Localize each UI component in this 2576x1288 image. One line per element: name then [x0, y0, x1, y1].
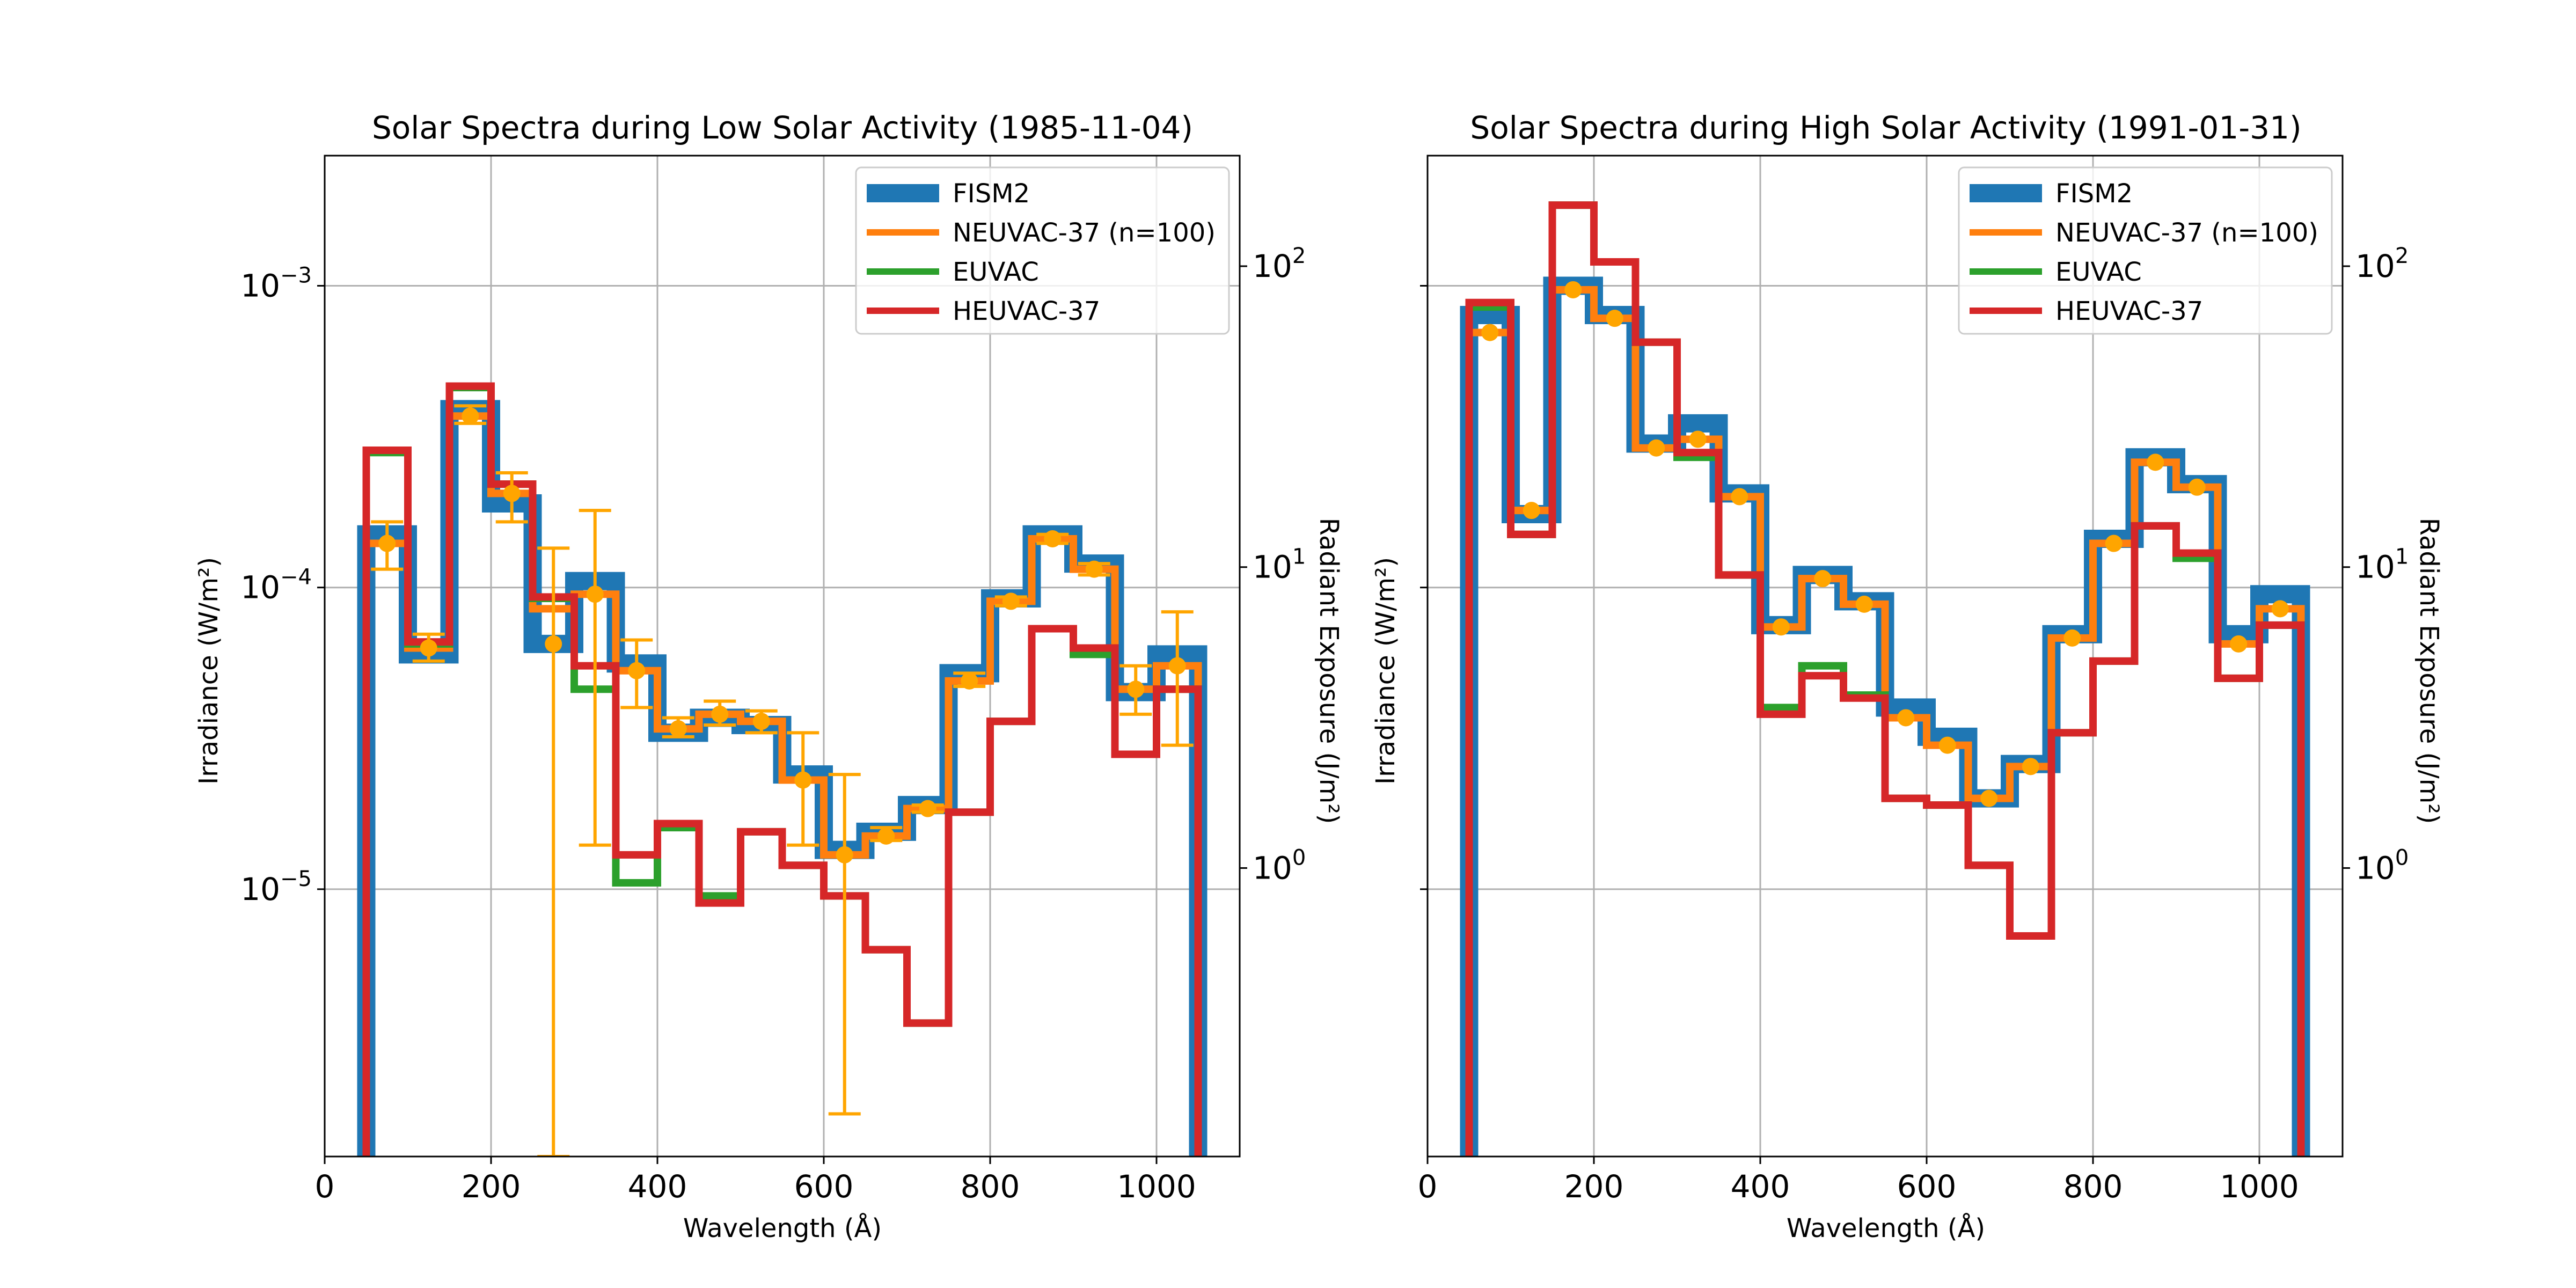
data-point	[2271, 600, 2289, 618]
y2-tick-label: 101	[1253, 545, 1306, 586]
data-point	[1481, 324, 1499, 341]
legend-label: EUVAC	[2055, 257, 2142, 287]
series-group	[1460, 201, 2310, 1157]
data-point	[711, 705, 729, 723]
x-tick-label: 1000	[1117, 1168, 1196, 1205]
legend-box	[855, 166, 1230, 335]
data-point	[961, 672, 978, 690]
data-point	[1897, 709, 1915, 727]
y-axis-label: Irradiance (W/m²)	[194, 557, 224, 785]
legend-label: EUVAC	[953, 257, 1039, 287]
x-tick-label: 1000	[2220, 1168, 2299, 1205]
data-point	[628, 662, 646, 679]
y2-axis-label: Radiant Exposure (J/m²)	[1314, 518, 1344, 824]
x-tick-label: 600	[1897, 1168, 1957, 1205]
y-tick-label: 10−5	[240, 867, 312, 908]
data-point	[1606, 310, 1623, 327]
data-point	[919, 800, 936, 817]
legend-label: FISM2	[953, 179, 1030, 209]
legend: FISM2 NEUVAC-37 (n=100) EUVAC HEUVAC-37	[1958, 166, 2333, 335]
data-point	[420, 639, 437, 657]
data-point	[503, 485, 521, 502]
data-point	[545, 635, 562, 653]
y-tick-label: 10−4	[240, 565, 312, 606]
series-line	[1465, 286, 2305, 1157]
data-point	[1168, 657, 1186, 675]
data-point	[877, 827, 895, 845]
data-point	[1564, 281, 1582, 298]
data-point	[2188, 478, 2206, 496]
data-point	[1772, 618, 1790, 636]
legend-label: NEUVAC-37 (n=100)	[953, 218, 1216, 248]
data-point	[2230, 635, 2248, 653]
plot-frame	[1426, 155, 2344, 1158]
data-point	[1002, 592, 1020, 610]
x-tick-label: 800	[961, 1168, 1020, 1205]
panel-high-activity: Solar Spectra during High Solar Activity…	[1371, 109, 2444, 1243]
data-point	[1127, 680, 1145, 698]
x-tick-label: 0	[315, 1168, 335, 1205]
data-point	[2063, 629, 2081, 647]
legend-label: HEUVAC-37	[2055, 296, 2203, 326]
series-group	[357, 382, 1208, 1157]
error-bars	[1481, 281, 2289, 807]
legend: FISM2 NEUVAC-37 (n=100) EUVAC HEUVAC-37	[855, 166, 1230, 335]
data-point	[1731, 488, 1748, 506]
x-tick-label: 800	[2063, 1168, 2123, 1205]
data-point	[2147, 453, 2164, 471]
x-tick-label: 200	[462, 1168, 521, 1205]
data-point	[1814, 570, 1832, 588]
data-point	[1855, 595, 1873, 613]
data-point	[1938, 736, 1956, 754]
x-tick-label: 0	[1418, 1168, 1438, 1205]
legend-box	[1958, 166, 2333, 335]
legend-label: HEUVAC-37	[953, 296, 1100, 326]
legend-label: NEUVAC-37 (n=100)	[2055, 218, 2318, 248]
data-point	[1648, 439, 1665, 457]
y2-tick-label: 101	[2355, 545, 2409, 586]
series-line	[362, 382, 1202, 1157]
data-point	[1044, 530, 1062, 547]
data-point	[2022, 758, 2039, 775]
data-point	[1689, 430, 1707, 448]
x-tick-label: 400	[1731, 1168, 1790, 1205]
y2-tick-label: 102	[1253, 244, 1306, 284]
x-tick-label: 600	[794, 1168, 854, 1205]
x-tick-label: 400	[628, 1168, 687, 1205]
data-point	[1523, 502, 1540, 519]
x-tick-label: 200	[1564, 1168, 1624, 1205]
legend-label: FISM2	[2055, 179, 2133, 209]
y2-tick-label: 100	[1253, 845, 1306, 886]
y-axis-label: Irradiance (W/m²)	[1371, 557, 1401, 785]
data-point	[836, 846, 853, 863]
y2-tick-label: 100	[2355, 845, 2409, 886]
data-point	[1085, 560, 1103, 578]
data-point	[752, 713, 770, 730]
data-point	[586, 586, 604, 603]
plot-frame	[324, 155, 1241, 1158]
data-point	[794, 771, 812, 789]
chart-title: Solar Spectra during Low Solar Activity …	[372, 109, 1193, 146]
data-point	[1980, 789, 1998, 807]
x-axis-label: Wavelength (Å)	[683, 1213, 882, 1243]
y-tick-label: 10−3	[240, 264, 312, 304]
y2-axis-label: Radiant Exposure (J/m²)	[2414, 518, 2444, 824]
y2-tick-label: 102	[2355, 244, 2409, 284]
data-point	[378, 535, 396, 552]
data-point	[462, 407, 479, 425]
error-bars	[371, 404, 1194, 1157]
data-point	[2105, 535, 2123, 552]
panel-low-activity: Solar Spectra during Low Solar Activity …	[194, 109, 1344, 1243]
chart-title: Solar Spectra during High Solar Activity…	[1470, 109, 2301, 146]
x-axis-label: Wavelength (Å)	[1787, 1213, 1985, 1243]
data-point	[669, 720, 687, 738]
series-line	[1465, 201, 2305, 1157]
